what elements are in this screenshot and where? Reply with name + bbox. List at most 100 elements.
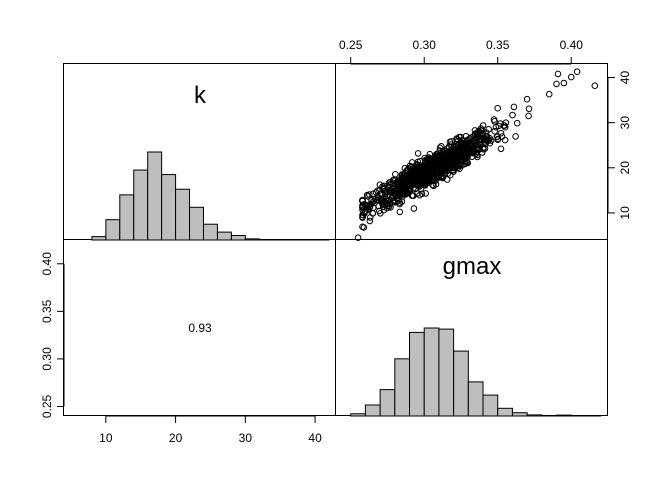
scatter-point <box>438 164 445 171</box>
scatter-point <box>513 119 521 127</box>
right-axis-k: 10 20 30 40 <box>607 71 632 220</box>
gmax-histogram-bar <box>394 358 411 417</box>
scatter-point <box>396 190 404 198</box>
scatter-point <box>363 191 371 199</box>
scatter-point <box>431 153 439 160</box>
scatter-point <box>442 154 449 162</box>
scatter-point <box>554 70 562 78</box>
k-histogram-bar <box>119 194 135 241</box>
scatter-point <box>388 188 396 196</box>
scatter-point <box>421 181 429 188</box>
scatter-point <box>545 90 553 98</box>
scatter-point <box>410 170 417 178</box>
scatter-point <box>468 153 476 161</box>
scatter-point <box>497 120 504 127</box>
scatter-point <box>451 164 459 172</box>
gmax-histogram-bar <box>556 414 572 417</box>
gmax-histogram-bar <box>350 413 366 417</box>
scatter-point <box>459 136 466 144</box>
top-axis-tick-label: 0.40 <box>560 38 584 52</box>
scatter-point <box>398 198 406 205</box>
k-histogram-bar <box>230 234 246 241</box>
scatter-point <box>525 105 533 113</box>
right-axis-tick-label: 20 <box>618 161 632 175</box>
scatter-point <box>417 167 424 175</box>
scatter-point <box>378 189 386 197</box>
variable-label-gmax: gmax <box>443 253 502 280</box>
scatter-point <box>376 207 383 215</box>
scatter-point <box>485 126 493 133</box>
scatter-point <box>471 127 479 134</box>
scatter-point <box>408 192 416 199</box>
scatter-point <box>445 159 453 167</box>
scatter-point <box>369 210 377 217</box>
right-axis-tick-label: 40 <box>618 71 632 85</box>
scatter-point <box>453 152 460 159</box>
k-histogram-bar <box>91 236 107 241</box>
scatter-point <box>386 200 394 207</box>
bottom-axis-tick-label: 40 <box>308 431 322 445</box>
scatter-point <box>379 200 386 207</box>
k-histogram-bar <box>244 238 260 241</box>
scatter-point <box>401 169 409 177</box>
gmax-histogram-bar <box>438 328 455 417</box>
scatter-point <box>573 68 581 75</box>
right-axis-tick-label: 10 <box>618 206 632 220</box>
scatter-point <box>414 150 422 157</box>
scatter-point <box>412 185 419 193</box>
k-histogram-bar <box>202 223 218 241</box>
scatter-point <box>432 180 440 188</box>
left-axis-tick-label: 0.30 <box>40 347 54 371</box>
scatter-point <box>497 145 505 153</box>
k-histogram-bars <box>91 151 330 241</box>
scatter-point <box>497 129 505 137</box>
scatter-point <box>411 176 419 184</box>
bottom-axis-tick-label: 30 <box>239 431 253 445</box>
scatter-point <box>359 202 366 209</box>
scatter-point <box>376 181 384 188</box>
scatter-point <box>434 168 442 175</box>
gmax-histogram-bar <box>379 389 396 417</box>
scatter-point <box>469 144 476 152</box>
scatter-point <box>456 148 464 155</box>
scatter-point <box>454 136 461 143</box>
gmax-histogram-bar <box>482 394 499 417</box>
gmax-histogram-bar <box>526 414 543 417</box>
gmax-histogram-bar <box>364 404 381 417</box>
k-histogram-bar <box>105 219 121 241</box>
scatter-point <box>525 112 532 120</box>
scatter-point <box>560 79 568 87</box>
scatter-point <box>450 143 457 151</box>
scatter-point <box>456 156 464 163</box>
scatter-point <box>386 181 394 189</box>
k-histogram-bar <box>161 174 177 241</box>
right-axis-tick-label: 30 <box>618 116 632 130</box>
scatter-point <box>438 143 445 150</box>
scatter-point <box>380 206 388 214</box>
scatter-point <box>491 127 499 135</box>
scatter-point <box>389 195 396 202</box>
gmax-histogram-bar <box>423 327 440 417</box>
scatter-point <box>461 140 468 147</box>
scatter-point <box>512 133 519 140</box>
top-axis-tick-label: 0.25 <box>339 38 363 52</box>
k-histogram-bar <box>216 231 232 241</box>
scatter-point <box>360 224 368 231</box>
scatter-point <box>394 182 401 190</box>
scatter-point <box>490 116 498 123</box>
scatter-point <box>494 136 502 143</box>
k-histogram-bar <box>189 206 204 241</box>
scatter-point <box>439 172 446 180</box>
k-histogram-bar <box>147 151 163 241</box>
gmax-histogram-bar <box>497 407 513 417</box>
gmax-histogram-bar <box>409 331 425 417</box>
top-axis-tick-label: 0.35 <box>486 38 510 52</box>
scatter-point <box>480 146 487 153</box>
scatter-point <box>368 200 375 208</box>
bottom-axis-tick-label: 10 <box>99 431 113 445</box>
correlation-value: 0.93 <box>188 321 212 335</box>
scatter-point <box>467 134 475 141</box>
gmax-histogram-bar <box>453 350 469 417</box>
scatter-point <box>364 193 372 200</box>
